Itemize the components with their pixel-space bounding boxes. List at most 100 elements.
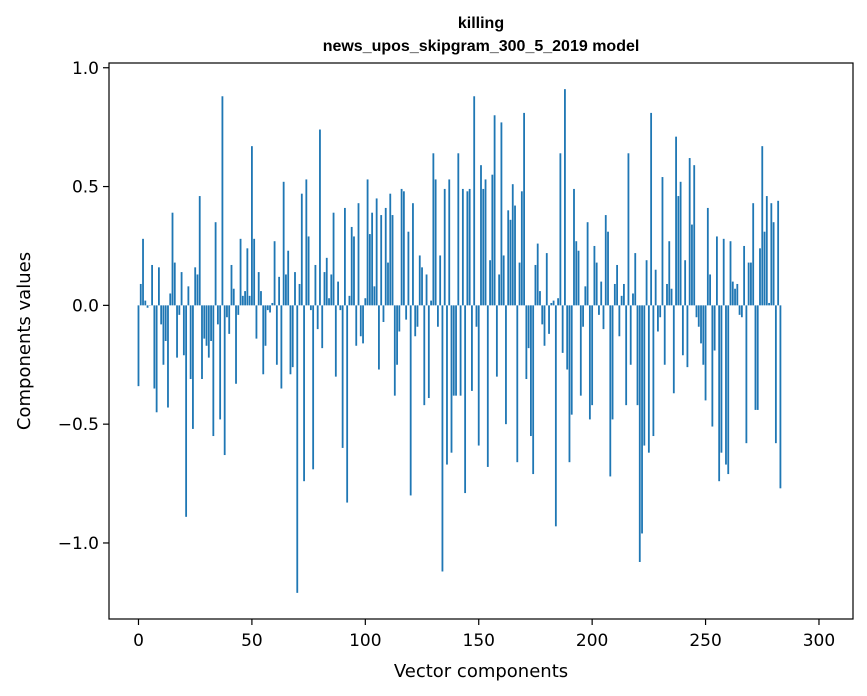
bar-139	[452, 305, 455, 396]
bar-153	[484, 179, 487, 306]
x-tick-label: 250	[689, 631, 721, 651]
bar-86	[332, 212, 335, 306]
bar-251	[706, 207, 709, 306]
bar-277	[765, 196, 768, 306]
bar-270	[750, 262, 752, 306]
y-tick-label: 0.0	[72, 296, 99, 316]
bar-38	[223, 305, 226, 456]
bar-77	[312, 305, 315, 470]
bar-162	[505, 305, 507, 425]
plot-frame	[108, 62, 854, 620]
bar-269	[747, 262, 750, 306]
bar-279	[770, 203, 773, 306]
bar-253	[711, 305, 714, 427]
bar-67	[289, 305, 292, 375]
bar-229	[657, 305, 659, 332]
x-tick-label: 200	[576, 631, 608, 651]
bar-80	[319, 129, 321, 306]
bar-64	[282, 181, 285, 306]
bar-147	[471, 305, 473, 391]
x-tick-label: 300	[803, 631, 835, 651]
bar-130	[432, 153, 435, 306]
bar-264	[736, 283, 739, 306]
bar-265	[738, 305, 741, 315]
bar-103	[371, 212, 374, 306]
bar-155	[489, 260, 491, 306]
bar-134	[441, 305, 444, 572]
bar-201	[593, 245, 596, 306]
bar-116	[400, 188, 403, 306]
bar-140	[455, 305, 457, 396]
y-tick-label: 0.5	[72, 178, 99, 198]
bar-152	[482, 188, 485, 306]
bar-133	[439, 255, 442, 306]
bar-47	[244, 291, 246, 306]
bar-231	[661, 177, 664, 306]
bar-136	[446, 305, 448, 465]
bar-271	[752, 203, 755, 306]
bar-105	[375, 198, 378, 306]
bar-275	[761, 146, 764, 306]
bar-94	[350, 226, 353, 306]
bar-244	[691, 224, 693, 306]
bar-88	[337, 281, 339, 306]
bar-83	[325, 257, 328, 306]
bar-159	[498, 274, 501, 306]
bar-84	[328, 298, 330, 306]
bar-225	[647, 305, 650, 453]
bar-176	[536, 243, 539, 306]
bar-75	[307, 236, 310, 306]
bar-141	[457, 153, 460, 306]
bar-238	[677, 196, 680, 306]
bar-48	[246, 248, 249, 306]
bar-42	[232, 288, 235, 306]
bar-58	[269, 305, 271, 313]
bar-178	[541, 305, 544, 325]
bar-29	[203, 305, 206, 339]
bar-23	[189, 305, 192, 380]
bar-249	[702, 305, 705, 365]
bar-138	[450, 305, 453, 453]
bar-163	[507, 210, 510, 306]
bar-85	[330, 274, 333, 306]
bar-165	[511, 184, 514, 306]
bar-203	[598, 305, 600, 315]
bar-110	[387, 262, 389, 306]
bar-123	[416, 305, 419, 327]
bar-54	[260, 291, 262, 306]
bar-240	[681, 305, 684, 356]
bar-160	[500, 122, 503, 306]
bar-194	[577, 250, 580, 306]
bar-268	[745, 305, 748, 444]
bar-263	[734, 288, 736, 306]
bar-144	[464, 305, 467, 494]
bar-46	[241, 295, 244, 306]
bar-81	[321, 305, 324, 349]
bar-74	[305, 179, 308, 306]
bar-125	[421, 267, 423, 306]
bar-122	[414, 305, 417, 337]
bar-19	[180, 272, 183, 306]
bar-126	[423, 305, 426, 406]
bar-62	[278, 276, 281, 306]
bar-171	[525, 305, 528, 380]
bar-197	[584, 286, 587, 306]
bar-107	[380, 215, 383, 306]
bar-185	[557, 298, 560, 306]
bar-101	[366, 179, 369, 306]
bar-37	[221, 96, 224, 306]
bar-243	[688, 158, 691, 306]
bar-11	[162, 305, 165, 365]
bar-158	[495, 305, 498, 377]
bar-24	[192, 305, 194, 429]
bar-128	[427, 305, 430, 399]
bar-207	[607, 231, 609, 306]
bar-12	[164, 305, 167, 341]
bar-96	[355, 305, 358, 346]
bar-211	[616, 264, 618, 306]
bar-53	[257, 272, 260, 306]
bar-248	[700, 305, 702, 344]
bar-230	[659, 305, 662, 318]
bar-215	[625, 305, 628, 406]
bar-180	[545, 253, 548, 306]
